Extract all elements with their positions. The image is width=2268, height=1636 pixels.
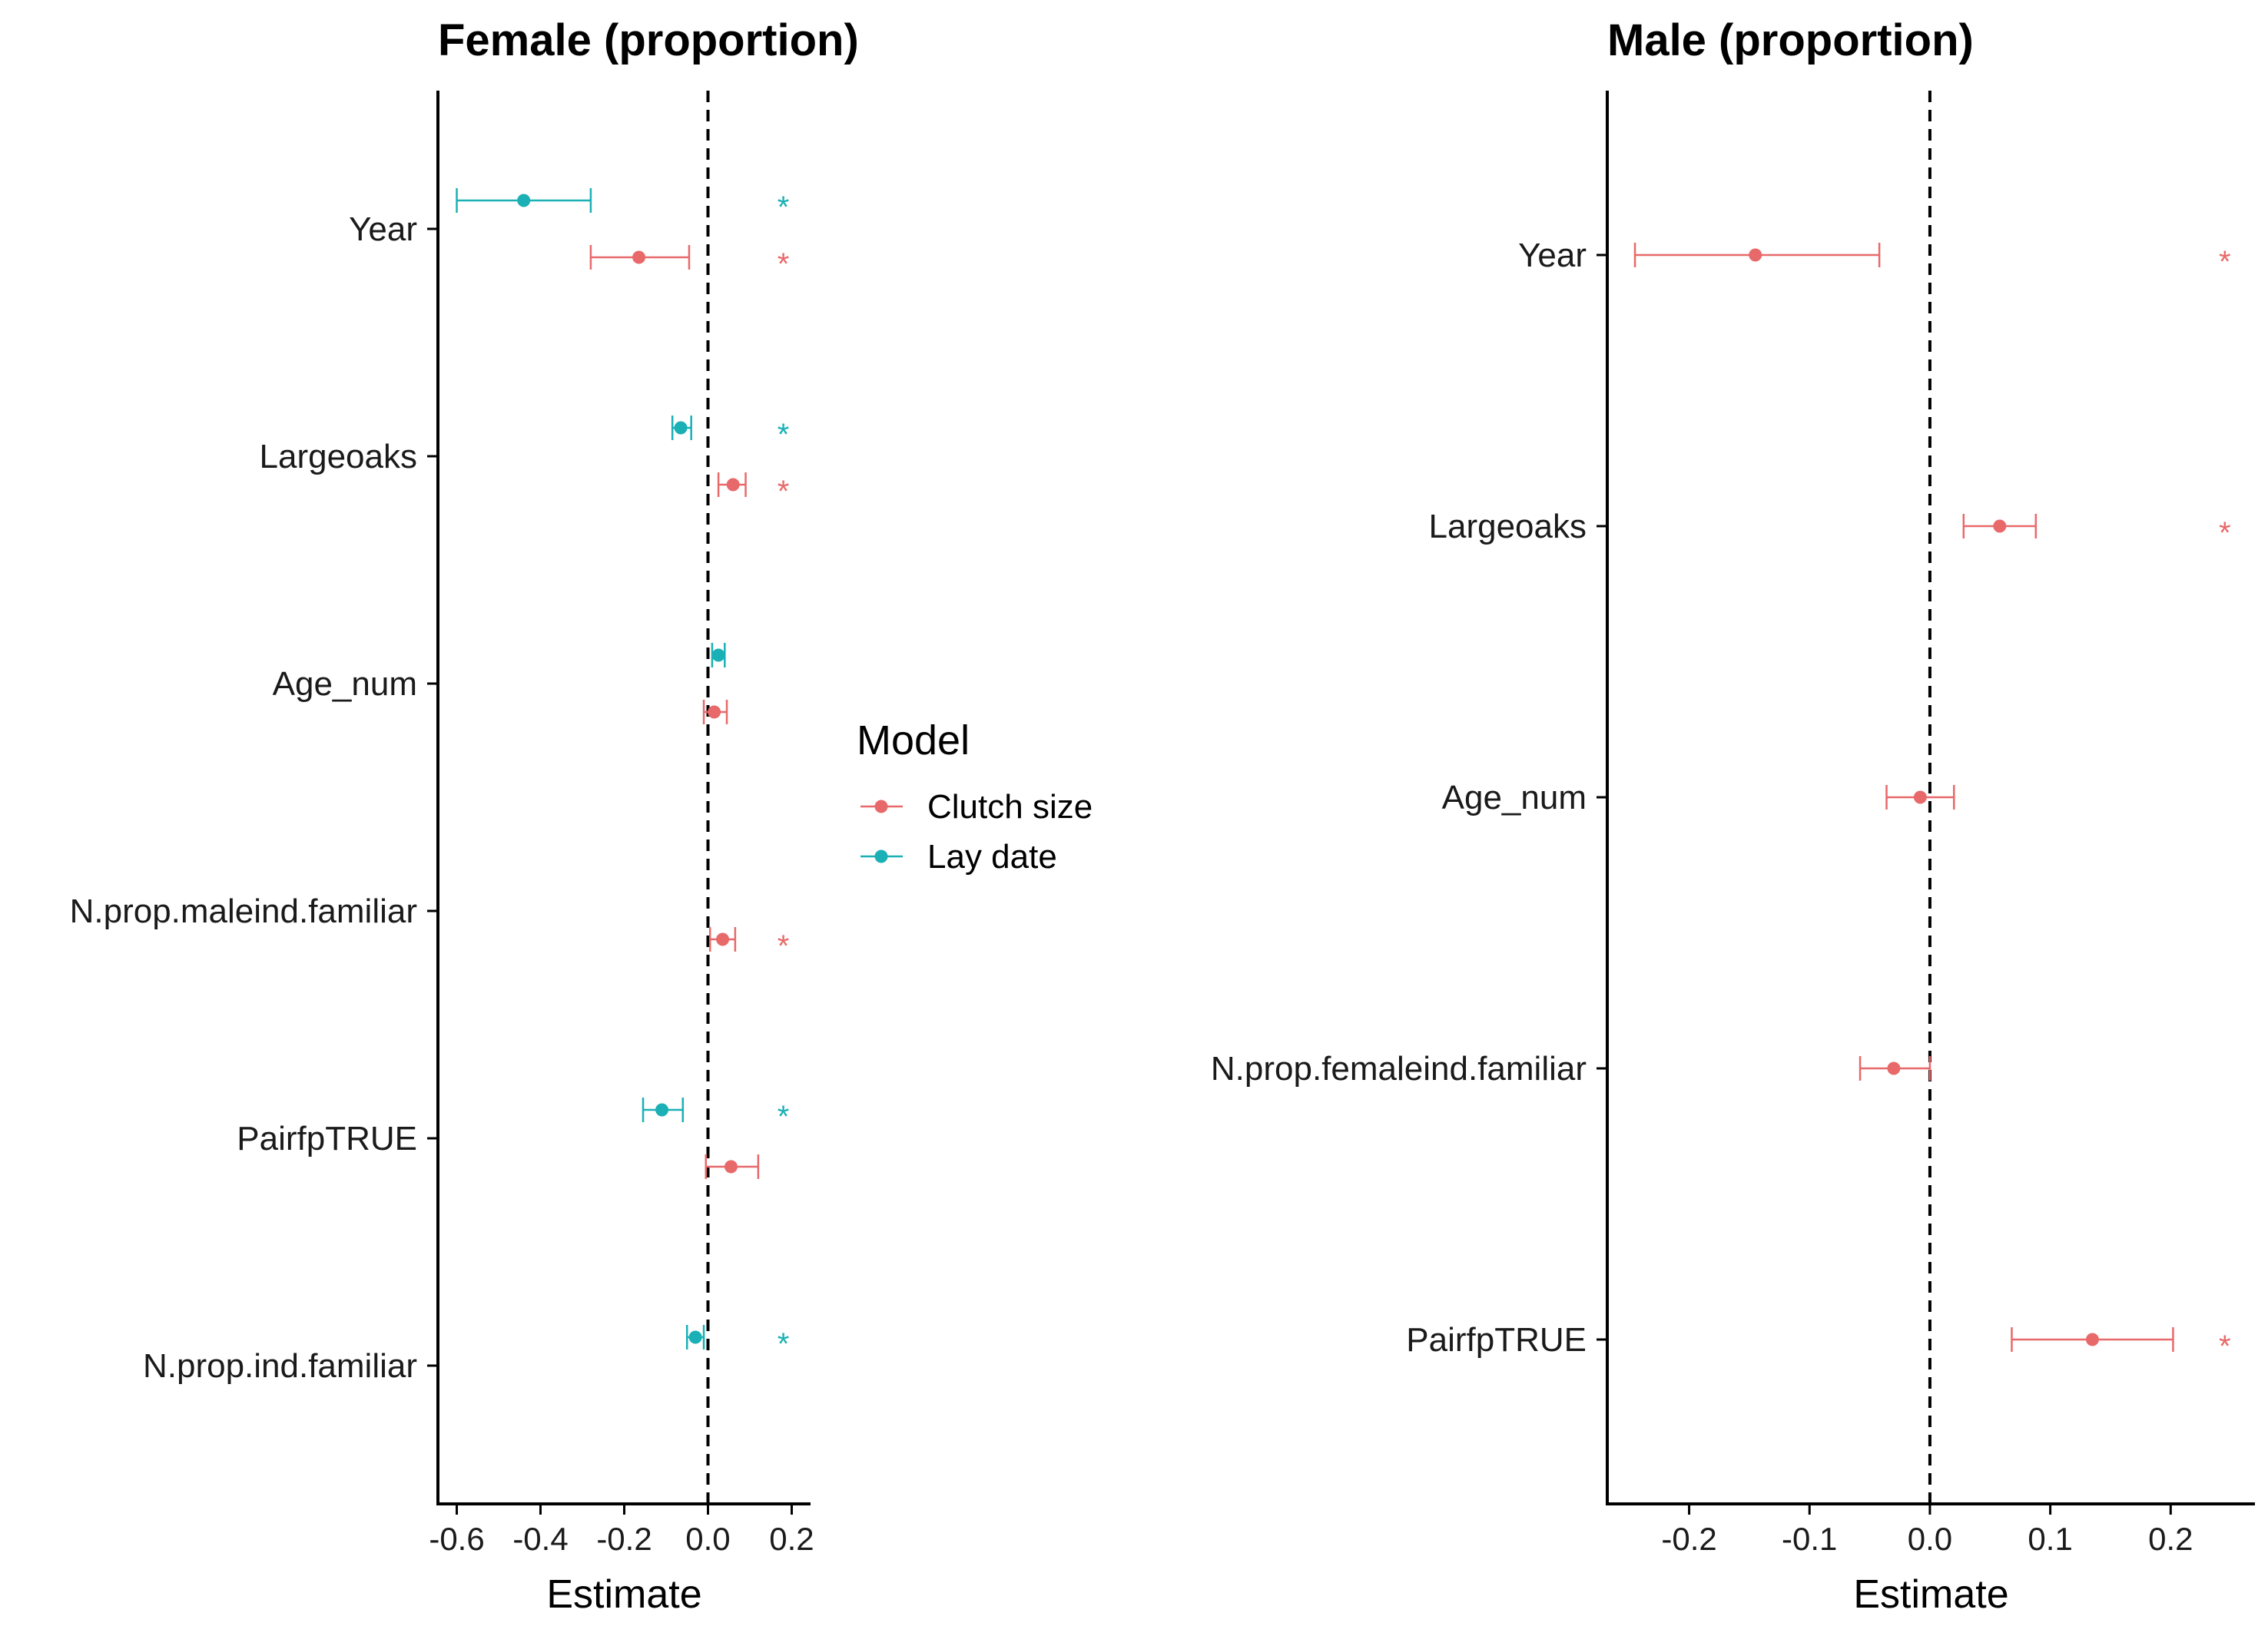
panel-title: Male (proportion): [1607, 15, 1974, 65]
series-clutch-size: * * *: [1633, 243, 2231, 1363]
x-tick-label: 0.2: [769, 1521, 814, 1557]
x-axis-title: Estimate: [546, 1572, 701, 1617]
y-label-pairfptrue: PairfpTRUE: [237, 1120, 417, 1157]
panel-title: Female (proportion): [438, 15, 859, 65]
legend-label: Clutch size: [927, 788, 1093, 826]
estimate-point-age-num: [711, 648, 725, 662]
x-tick-label: -0.1: [1782, 1521, 1837, 1557]
x-axis-title: Estimate: [1853, 1572, 2008, 1617]
significance-star: *: [778, 1100, 790, 1134]
legend-entry-clutch-size: Clutch size: [860, 788, 1093, 826]
estimate-point-largeoaks: [1993, 519, 2007, 533]
estimate-point-pairfptrue: [2085, 1333, 2099, 1346]
significance-star: *: [778, 247, 790, 281]
significance-star: *: [778, 418, 790, 452]
legend-title: Model: [857, 717, 970, 763]
y-label-n-prop-maleind-familiar: N.prop.maleind.familiar: [70, 893, 417, 930]
x-tick-label: 0.0: [685, 1521, 730, 1557]
y-label-largeoaks: Largeoaks: [260, 438, 417, 475]
estimate-point-year: [517, 194, 531, 207]
y-label-pairfptrue: PairfpTRUE: [1406, 1321, 1587, 1359]
y-label-n-prop-ind-familiar: N.prop.ind.familiar: [143, 1347, 417, 1385]
y-label-largeoaks: Largeoaks: [1429, 508, 1587, 545]
panel-male: Male (proportion) -0.2 -0.1 0.0 0.1 0.2 Estima…: [1211, 15, 2255, 1617]
legend-key-point: [874, 849, 888, 863]
significance-star: *: [2219, 245, 2231, 279]
x-tick-label: 0.2: [2148, 1521, 2193, 1557]
estimate-point-pairfptrue: [724, 1160, 738, 1174]
series-clutch-size: * * *: [589, 245, 790, 1179]
significance-star: *: [778, 929, 790, 963]
estimate-point-year: [632, 250, 646, 264]
significance-star: *: [778, 190, 790, 224]
estimate-point-largeoaks: [674, 421, 688, 435]
series-lay-date: * * * *: [456, 188, 790, 1361]
x-tick-label: -0.2: [1661, 1521, 1716, 1557]
legend-entry-lay-date: Lay date: [860, 838, 1057, 876]
x-tick-label: -0.2: [596, 1521, 652, 1557]
y-label-year: Year: [1518, 237, 1587, 274]
significance-star: *: [778, 475, 790, 508]
x-tick-label: 0.0: [1908, 1521, 1952, 1557]
legend-label: Lay date: [927, 838, 1057, 876]
y-label-age-num: Age_num: [273, 665, 417, 703]
estimate-point-largeoaks: [726, 478, 740, 492]
estimate-point-age-num: [708, 705, 721, 719]
estimate-point-age-num: [1913, 790, 1927, 804]
x-tick-label: -0.6: [429, 1521, 484, 1557]
significance-star: *: [2219, 1330, 2231, 1363]
panel-female: Female (proportion) -0.6 -0.4 -0.2 0.0 0.2 Est…: [70, 15, 859, 1617]
x-tick-label: -0.4: [512, 1521, 568, 1557]
estimate-point-year: [1749, 248, 1762, 262]
y-label-age-num: Age_num: [1442, 779, 1587, 816]
legend-key-point: [874, 800, 888, 813]
estimate-point-n-prop-femaleind-familiar: [1887, 1061, 1901, 1075]
estimate-point-n-prop-ind-familiar: [688, 1330, 702, 1344]
legend: Model Clutch size Lay date: [857, 717, 1093, 876]
y-label-year: Year: [349, 210, 417, 248]
estimate-point-n-prop-maleind-familiar: [716, 932, 730, 946]
estimate-point-pairfptrue: [655, 1103, 669, 1117]
significance-star: *: [2219, 516, 2231, 550]
significance-star: *: [778, 1327, 790, 1361]
x-tick-label: 0.1: [2028, 1521, 2072, 1557]
y-label-n-prop-femaleind-familiar: N.prop.femaleind.familiar: [1211, 1050, 1587, 1088]
